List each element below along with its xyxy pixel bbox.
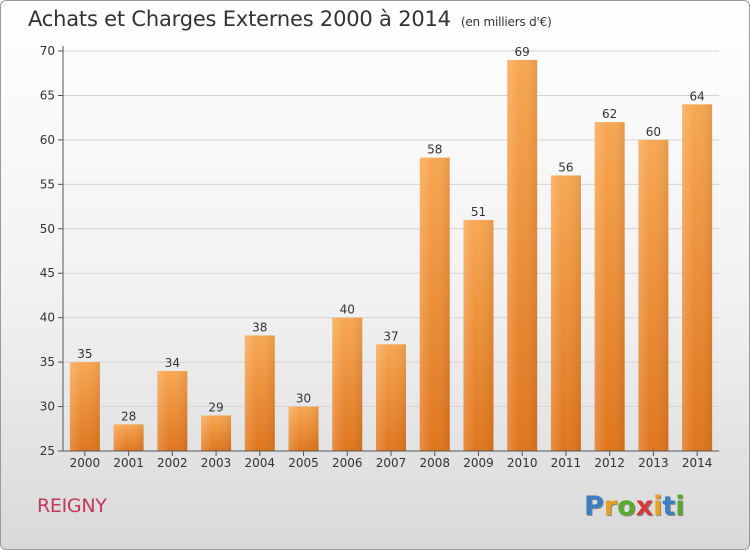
x-tick-label: 2009 bbox=[463, 456, 494, 470]
logo-letter: i bbox=[653, 491, 663, 522]
bar-shade bbox=[682, 104, 713, 451]
logo-letter: P bbox=[584, 491, 604, 522]
x-tick-label: 2007 bbox=[376, 456, 407, 470]
x-tick-label: 2012 bbox=[594, 456, 625, 470]
data-label: 29 bbox=[208, 400, 223, 414]
bar-shade bbox=[376, 344, 406, 451]
logo-letter: t bbox=[662, 491, 676, 522]
title-text: Achats et Charges Externes 2000 à 2014 bbox=[28, 7, 451, 31]
data-label: 58 bbox=[427, 143, 442, 157]
y-tick-label: 55 bbox=[40, 177, 55, 191]
y-tick-label: 70 bbox=[40, 44, 55, 58]
bar-shade bbox=[638, 139, 669, 451]
proxiti-logo: Proxiti bbox=[584, 491, 685, 522]
y-tick-label: 30 bbox=[40, 400, 55, 414]
bar-shade bbox=[463, 219, 494, 451]
logo-letter: x bbox=[635, 491, 654, 522]
bar-shade bbox=[419, 157, 450, 451]
data-label: 28 bbox=[121, 409, 136, 423]
bar-shade bbox=[244, 335, 275, 451]
data-label: 60 bbox=[646, 125, 661, 139]
data-label: 35 bbox=[77, 347, 92, 361]
logo-letter: o bbox=[617, 491, 636, 522]
y-tick-label: 45 bbox=[40, 266, 55, 280]
bar-shade bbox=[113, 424, 144, 451]
data-label: 34 bbox=[165, 356, 180, 370]
x-tick-label: 2004 bbox=[245, 456, 276, 470]
data-label: 38 bbox=[252, 320, 267, 334]
bar-shade bbox=[594, 122, 625, 451]
y-tick-label: 60 bbox=[40, 133, 55, 147]
x-tick-label: 2005 bbox=[288, 456, 319, 470]
data-label: 37 bbox=[383, 329, 398, 343]
x-tick-label: 2003 bbox=[201, 456, 232, 470]
bar-shade bbox=[550, 175, 581, 451]
x-tick-label: 2001 bbox=[113, 456, 144, 470]
y-tick-label: 40 bbox=[40, 311, 55, 325]
title-unit: (en milliers d'€) bbox=[460, 15, 552, 29]
data-labels: 35 28 34 29 38 30 40 37 58 51 69 56 62 60 64 bbox=[77, 45, 705, 423]
y-tick-label: 65 bbox=[40, 88, 55, 102]
bar-shade bbox=[288, 406, 319, 451]
y-tick-label: 50 bbox=[40, 222, 55, 236]
data-label: 62 bbox=[602, 107, 617, 121]
bars bbox=[69, 59, 713, 452]
bar-shade bbox=[69, 362, 100, 451]
x-tick-label: 2000 bbox=[70, 456, 101, 470]
x-tick-label: 2014 bbox=[682, 456, 713, 470]
bar-shade bbox=[201, 415, 232, 451]
data-label: 69 bbox=[515, 45, 530, 59]
bar-shade bbox=[507, 59, 538, 452]
x-tick-label: 2010 bbox=[507, 456, 538, 470]
y-tick-label: 25 bbox=[40, 444, 55, 458]
data-label: 51 bbox=[471, 205, 486, 219]
logo-letter: i bbox=[675, 491, 685, 522]
data-label: 64 bbox=[689, 89, 704, 103]
x-tick-label: 2006 bbox=[332, 456, 363, 470]
commune-name: REIGNY bbox=[37, 495, 107, 517]
axes: 25 30 35 40 45 50 55 60 65 70 2000 2001 2002 2003 2004… bbox=[40, 44, 719, 470]
x-tick-label: 2013 bbox=[638, 456, 669, 470]
x-tick-label: 2002 bbox=[157, 456, 188, 470]
bar-shade bbox=[332, 317, 363, 451]
logo-letter: r bbox=[603, 491, 618, 522]
data-label: 56 bbox=[558, 160, 573, 174]
data-label: 30 bbox=[296, 392, 311, 406]
x-tick-label: 2011 bbox=[551, 456, 582, 470]
y-tick-label: 35 bbox=[40, 355, 55, 369]
data-label: 40 bbox=[340, 303, 355, 317]
chart-title: Achats et Charges Externes 2000 à 2014 (e… bbox=[28, 7, 552, 31]
x-tick-label: 2008 bbox=[419, 456, 450, 470]
bar-shade bbox=[157, 371, 188, 451]
